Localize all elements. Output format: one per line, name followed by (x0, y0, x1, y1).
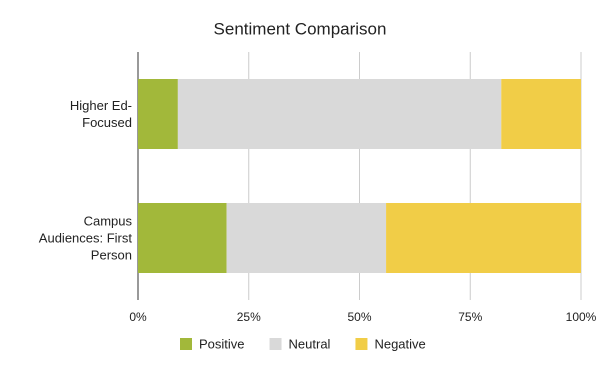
bar-segment (386, 203, 581, 273)
bar-segment (138, 203, 227, 273)
x-tick-label: 75% (458, 310, 482, 324)
y-tick-label: Higher Ed-Focused (69, 98, 132, 130)
legend-label: Negative (374, 336, 425, 351)
legend-label: Neutral (289, 336, 331, 351)
x-tick-label: 0% (129, 310, 147, 324)
legend-label: Positive (199, 336, 245, 351)
chart-title: Sentiment Comparison (214, 19, 387, 38)
legend-swatch (355, 338, 368, 350)
bar-segment (226, 203, 387, 273)
x-tick-label: 25% (237, 310, 261, 324)
bar-segment (501, 79, 581, 149)
y-tick-label: Campus Audiences: First Person (38, 213, 132, 263)
x-tick-label: 100% (566, 310, 597, 324)
legend-swatch (269, 338, 282, 350)
bar-segment (138, 79, 178, 149)
x-tick-label: 50% (347, 310, 371, 324)
legend-swatch (180, 338, 192, 350)
bar-segment (177, 79, 502, 149)
